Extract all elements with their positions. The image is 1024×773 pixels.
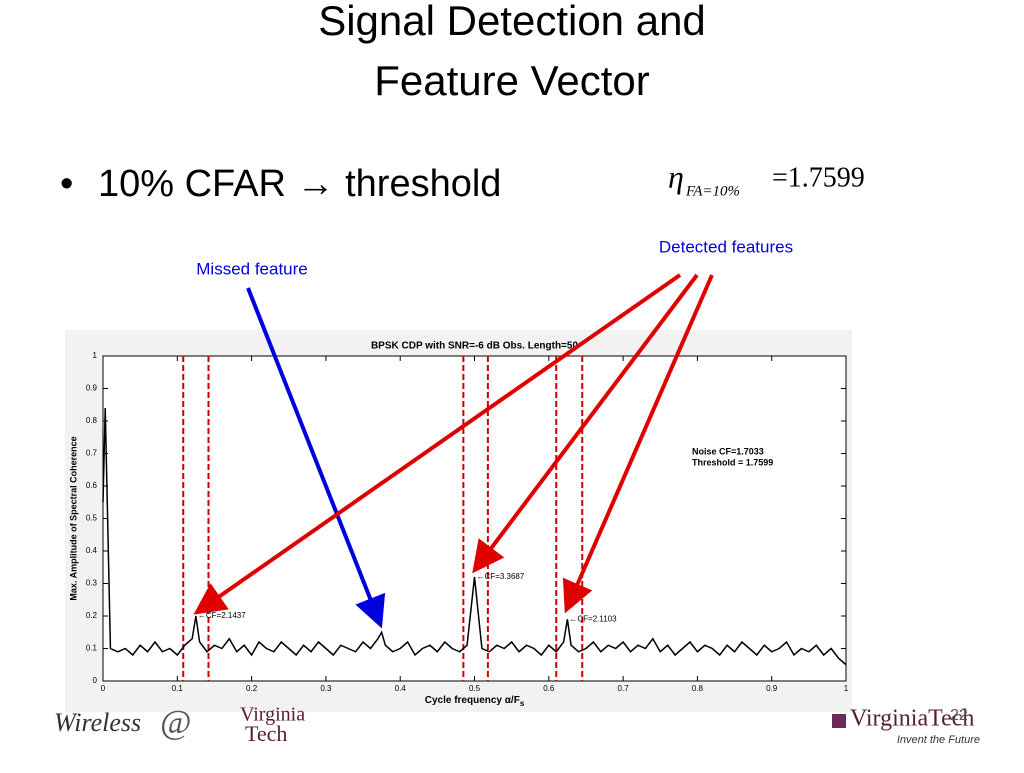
annotation: ←CF=3.3687 <box>477 572 525 581</box>
x-tick-label: 1 <box>844 684 849 693</box>
eq-symbol: η <box>668 158 684 194</box>
y-tick-label: 0.8 <box>86 416 98 425</box>
x-tick-label: 0.7 <box>618 684 630 693</box>
series-line <box>102 407 847 666</box>
y-tick-label: 0.1 <box>86 644 98 653</box>
x-tick-label: 0.2 <box>246 684 258 693</box>
chart-title: BPSK CDP with SNR=-6 dB Obs. Length=50 <box>371 341 579 352</box>
bullet-arrow: → <box>297 163 335 205</box>
footer-vt: VirginiaTech <box>850 706 974 732</box>
y-tick-label: 1 <box>93 351 98 360</box>
vt-logo <box>832 714 846 728</box>
x-tick-label: 0.4 <box>395 684 407 693</box>
y-tick-label: 0.3 <box>86 579 98 588</box>
detected-arrow <box>472 273 699 574</box>
bullet-tail: threshold <box>345 163 501 205</box>
y-tick-label: 0.4 <box>86 546 98 555</box>
x-tick-label: 0.9 <box>766 684 778 693</box>
footer-tech: Tech <box>245 721 287 746</box>
missed-label: Missed feature <box>196 259 308 278</box>
x-tick-label: 0.5 <box>469 684 481 693</box>
footer-virginia: Virginia <box>240 704 305 726</box>
footer-wireless: Wireless <box>54 708 141 737</box>
plot-area <box>102 355 847 682</box>
title-line: Feature Vector <box>374 57 649 104</box>
footer-at: @ <box>160 704 191 741</box>
bullet: 10% CFAR → threshold <box>98 163 501 205</box>
y-tick-label: 0.5 <box>86 514 98 523</box>
title-line: Signal Detection and <box>318 0 706 44</box>
x-tick-label: 0.8 <box>692 684 704 693</box>
bullet-text: 10% CFAR <box>98 163 286 205</box>
detected-arrow <box>562 274 714 614</box>
y-tick-label: 0 <box>93 676 98 685</box>
y-tick-label: 0.7 <box>86 449 98 458</box>
detected-arrow <box>193 273 682 615</box>
x-tick-label: 0.6 <box>543 684 555 693</box>
x-tick-label: 0.1 <box>172 684 184 693</box>
detected-label: Detected features <box>659 237 793 256</box>
missed-arrow <box>246 287 386 629</box>
eq-rhs: =1.7599 <box>772 162 865 193</box>
y-tick-label: 0.2 <box>86 611 98 620</box>
page-number: 22 <box>950 707 968 724</box>
x-tick-label: 0 <box>101 684 106 693</box>
annotation: ←CF=2.1437 <box>198 611 246 620</box>
x-tick-label: 0.3 <box>320 684 332 693</box>
x-axis-label: Cycle frequency α/Fs <box>425 695 525 708</box>
y-tick-label: 0.6 <box>86 481 98 490</box>
annotation: ←CF=2.1103 <box>569 614 617 623</box>
x-axis-label-main: Cycle frequency α/F <box>425 695 520 706</box>
x-axis-label-sub: s <box>520 699 525 708</box>
chart: BPSK CDP with SNR=-6 dB Obs. Length=50 Cy… <box>68 341 848 708</box>
eq-sub: FA=10% <box>685 183 740 199</box>
footer-tagline: Invent the Future <box>897 734 980 746</box>
info-text: Threshold = 1.7599 <box>692 457 773 467</box>
bullet-dot: • <box>60 163 73 205</box>
y-tick-label: 0.9 <box>86 384 98 393</box>
y-axis-label: Max. Amplitude of Spectral Coherence <box>68 436 78 600</box>
info-text: Noise CF=1.7033 <box>692 446 764 456</box>
